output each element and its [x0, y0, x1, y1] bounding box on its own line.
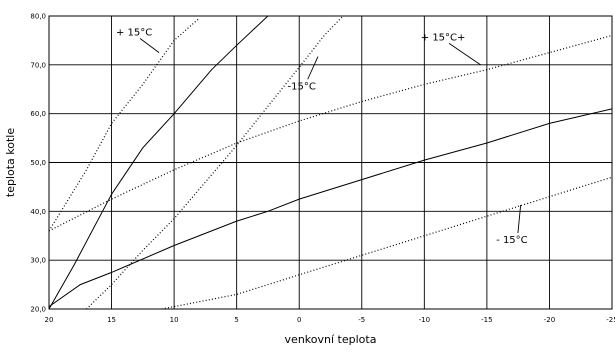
y-tick-label: 60,0 — [30, 110, 46, 118]
y-tick-label: 70,0 — [30, 61, 46, 69]
plot-area: 20 15 10 5 0 -5 -10 -15 -20 -25 20,0 30,0 40,0 50,0 60… — [30, 13, 615, 325]
annotation-pointer — [517, 204, 522, 234]
x-tick-label: 20 — [45, 316, 54, 324]
x-tick-label: -5 — [358, 316, 365, 324]
series-line-2 — [49, 108, 612, 308]
y-tick-label: 20,0 — [30, 306, 46, 314]
annotation-pointer — [307, 56, 319, 80]
x-tick-label: -15 — [481, 316, 492, 324]
annotation-pointer — [448, 43, 481, 66]
y-tick-label: 50,0 — [30, 159, 46, 167]
x-axis-title: venkovní teplota — [285, 333, 377, 346]
x-tick-label: -25 — [606, 316, 615, 324]
plot-border — [48, 15, 613, 310]
annotation-label: + 15°C — [116, 28, 152, 39]
series-line-1 — [49, 16, 269, 309]
y-tick-label: 30,0 — [30, 257, 46, 265]
annotation-label: + 15°C+ — [421, 32, 466, 43]
x-tick-label: 15 — [107, 316, 116, 324]
y-axis-title: teplota kotle — [4, 128, 17, 197]
series-line-3 — [49, 17, 200, 232]
annotation-label: -15°C — [288, 81, 316, 92]
x-tick-label: 5 — [234, 316, 238, 324]
y-tick-label: 40,0 — [30, 208, 46, 216]
x-tick-label: 0 — [297, 316, 301, 324]
annotation-label: - 15°C — [496, 235, 528, 246]
y-tick-label: 80,0 — [30, 13, 46, 21]
series-line-4 — [86, 16, 344, 309]
annotation-pointer — [139, 38, 160, 53]
x-tick-label: 10 — [170, 316, 179, 324]
x-tick-label: -20 — [544, 316, 555, 324]
x-tick-label: -10 — [419, 316, 430, 324]
